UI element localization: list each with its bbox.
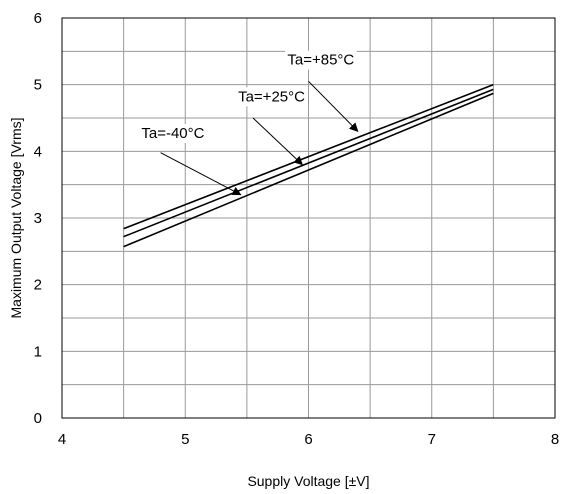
series-line xyxy=(123,88,494,238)
x-tick-label: 5 xyxy=(181,431,189,448)
y-tick-label: 0 xyxy=(34,410,42,427)
annotation-arrow xyxy=(160,152,242,196)
annotation-label-bg xyxy=(235,87,308,107)
x-tick-label: 4 xyxy=(58,431,66,448)
series-lines xyxy=(123,83,494,248)
y-tick-label: 1 xyxy=(34,343,42,360)
annotation-label-bg xyxy=(285,50,357,70)
annotation-label-bg xyxy=(137,124,209,143)
annotation-label: Ta=-40°C xyxy=(141,125,204,142)
y-tick-label: 2 xyxy=(34,277,42,294)
annotations: Ta=+85°C Ta=+25°C Ta=-40°C xyxy=(137,50,359,196)
annotation-label: Ta=+85°C xyxy=(287,52,354,69)
x-tick-label: 7 xyxy=(428,431,436,448)
annotation-arrow xyxy=(308,80,359,132)
y-tick-label: 4 xyxy=(34,143,42,160)
x-axis-label: Supply Voltage [±V] xyxy=(247,473,369,489)
series-line xyxy=(123,92,494,248)
annotation-label: Ta=+25°C xyxy=(238,88,305,105)
tick-labels: 4 5 6 7 8 0 1 2 3 4 5 6 xyxy=(34,10,560,448)
annotation-arrow xyxy=(252,117,303,166)
series-line xyxy=(123,83,494,230)
grid xyxy=(62,18,555,418)
y-tick-label: 6 xyxy=(34,10,42,27)
y-axis-label: Maximum Output Voltage [Vrms] xyxy=(8,118,24,319)
plot-frame xyxy=(61,17,556,419)
x-tick-label: 6 xyxy=(304,431,312,448)
y-tick-label: 5 xyxy=(34,77,42,94)
x-tick-label: 8 xyxy=(551,431,559,448)
y-tick-label: 3 xyxy=(34,210,42,227)
